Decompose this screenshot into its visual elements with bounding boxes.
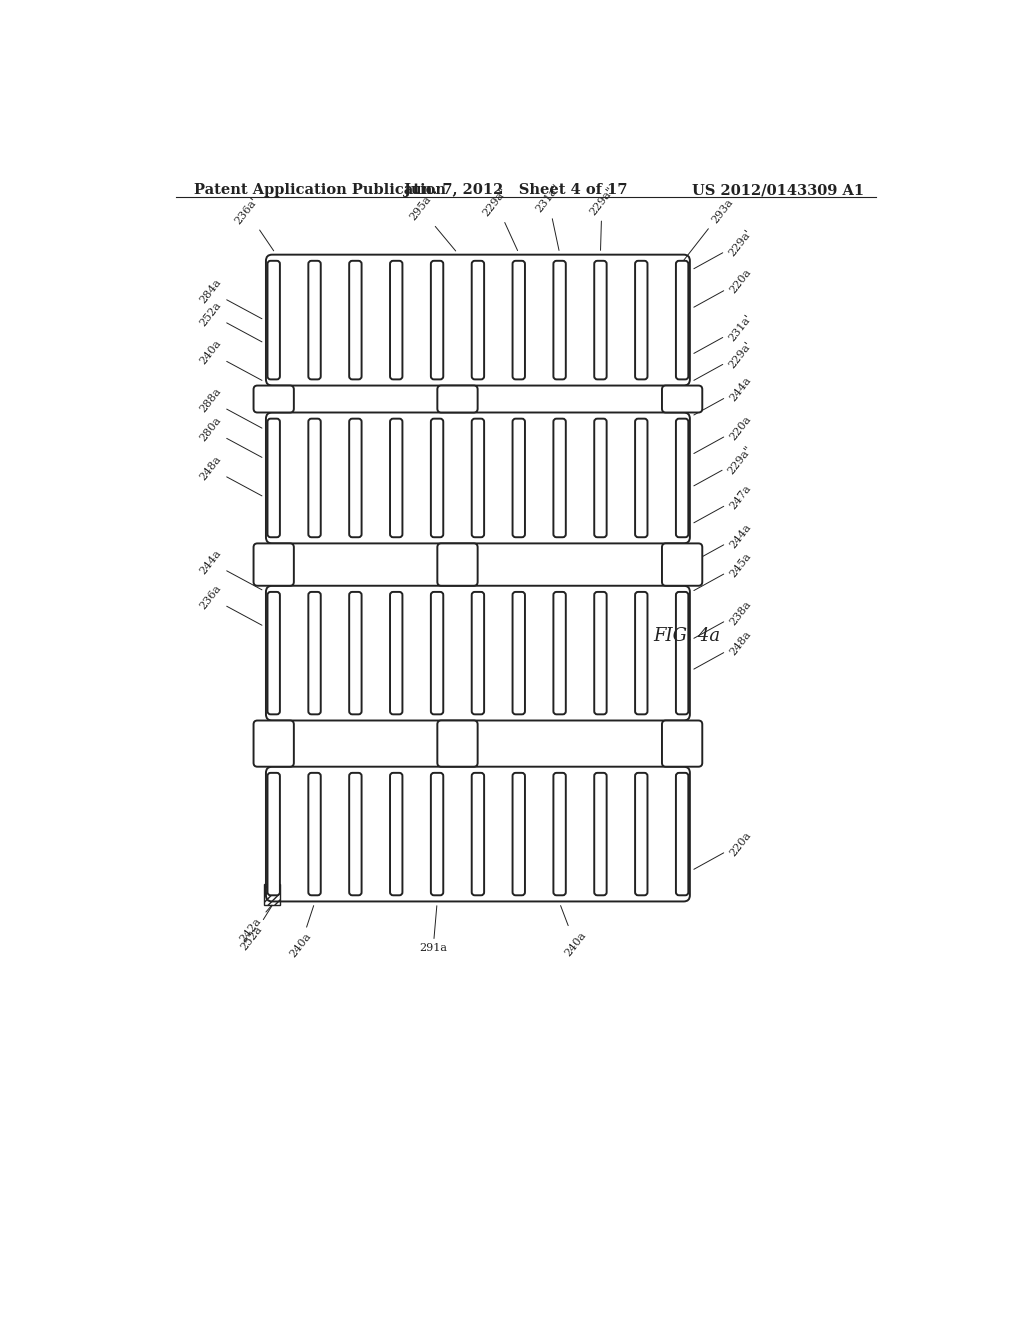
Text: 284a: 284a <box>198 277 262 319</box>
FancyBboxPatch shape <box>676 261 688 379</box>
FancyBboxPatch shape <box>254 721 294 767</box>
FancyBboxPatch shape <box>513 261 525 379</box>
FancyBboxPatch shape <box>594 591 606 714</box>
Text: 252a: 252a <box>198 300 262 342</box>
Text: 244a: 244a <box>694 375 753 414</box>
Text: FIG. 4a: FIG. 4a <box>653 627 721 644</box>
FancyBboxPatch shape <box>553 418 566 537</box>
FancyBboxPatch shape <box>437 385 477 412</box>
Text: 291a: 291a <box>419 906 447 953</box>
Text: 248a: 248a <box>694 630 753 669</box>
FancyBboxPatch shape <box>594 418 606 537</box>
Text: 229a": 229a" <box>588 185 616 251</box>
Text: 240a: 240a <box>198 338 262 380</box>
FancyBboxPatch shape <box>513 591 525 714</box>
FancyBboxPatch shape <box>472 418 484 537</box>
Text: 280a: 280a <box>198 416 262 458</box>
Bar <box>675 722 691 766</box>
FancyBboxPatch shape <box>431 418 443 537</box>
FancyBboxPatch shape <box>594 774 606 895</box>
Text: 240a: 240a <box>288 906 313 960</box>
FancyBboxPatch shape <box>553 774 566 895</box>
FancyBboxPatch shape <box>431 261 443 379</box>
FancyBboxPatch shape <box>431 591 443 714</box>
FancyBboxPatch shape <box>472 261 484 379</box>
Text: 231a': 231a' <box>694 313 754 354</box>
FancyBboxPatch shape <box>553 261 566 379</box>
FancyBboxPatch shape <box>676 591 688 714</box>
Text: 229a': 229a' <box>694 339 754 380</box>
Text: Jun. 7, 2012   Sheet 4 of 17: Jun. 7, 2012 Sheet 4 of 17 <box>403 183 628 197</box>
Text: 229a": 229a" <box>481 186 517 251</box>
FancyBboxPatch shape <box>266 767 690 902</box>
FancyBboxPatch shape <box>308 774 321 895</box>
FancyBboxPatch shape <box>254 544 294 586</box>
FancyBboxPatch shape <box>267 418 280 537</box>
Text: 288a: 288a <box>198 385 262 428</box>
FancyBboxPatch shape <box>267 591 280 714</box>
FancyBboxPatch shape <box>437 544 477 586</box>
Text: 242a: 242a <box>238 906 272 944</box>
Text: 229a': 229a' <box>694 228 754 269</box>
FancyBboxPatch shape <box>635 774 647 895</box>
FancyBboxPatch shape <box>553 591 566 714</box>
FancyBboxPatch shape <box>390 418 402 537</box>
FancyBboxPatch shape <box>349 774 361 895</box>
Text: 295a: 295a <box>408 194 456 251</box>
Text: 231a": 231a" <box>534 182 562 251</box>
Text: Patent Application Publication: Patent Application Publication <box>194 183 445 197</box>
FancyBboxPatch shape <box>431 774 443 895</box>
FancyBboxPatch shape <box>513 418 525 537</box>
Text: 248a: 248a <box>198 454 262 496</box>
Text: 244a: 244a <box>198 548 262 590</box>
Text: 236a: 236a <box>198 583 262 626</box>
FancyBboxPatch shape <box>472 591 484 714</box>
Text: 229a": 229a" <box>694 444 755 486</box>
FancyBboxPatch shape <box>676 418 688 537</box>
Text: 236a': 236a' <box>233 195 273 251</box>
FancyBboxPatch shape <box>594 261 606 379</box>
FancyBboxPatch shape <box>676 774 688 895</box>
FancyBboxPatch shape <box>635 591 647 714</box>
FancyBboxPatch shape <box>308 261 321 379</box>
Text: 238a: 238a <box>694 598 753 639</box>
Text: 252a: 252a <box>240 906 272 952</box>
Text: 247a: 247a <box>694 483 753 523</box>
FancyBboxPatch shape <box>308 591 321 714</box>
FancyBboxPatch shape <box>635 418 647 537</box>
FancyBboxPatch shape <box>662 385 702 412</box>
Text: 245a: 245a <box>694 550 753 590</box>
FancyBboxPatch shape <box>254 385 294 412</box>
Text: 220a: 220a <box>694 268 753 308</box>
Text: 240a: 240a <box>560 906 588 958</box>
FancyBboxPatch shape <box>349 418 361 537</box>
Text: 293a: 293a <box>684 197 735 260</box>
FancyBboxPatch shape <box>267 774 280 895</box>
Text: 220a: 220a <box>694 829 753 870</box>
FancyBboxPatch shape <box>635 261 647 379</box>
FancyBboxPatch shape <box>513 774 525 895</box>
Text: 244a: 244a <box>694 521 753 561</box>
FancyBboxPatch shape <box>662 544 702 586</box>
FancyBboxPatch shape <box>472 774 484 895</box>
Text: 220a: 220a <box>694 413 753 454</box>
FancyBboxPatch shape <box>390 774 402 895</box>
FancyBboxPatch shape <box>390 591 402 714</box>
FancyBboxPatch shape <box>662 721 702 767</box>
FancyBboxPatch shape <box>437 721 477 767</box>
FancyBboxPatch shape <box>266 255 690 385</box>
FancyBboxPatch shape <box>349 261 361 379</box>
FancyBboxPatch shape <box>266 412 690 544</box>
FancyBboxPatch shape <box>266 586 690 721</box>
Text: US 2012/0143309 A1: US 2012/0143309 A1 <box>692 183 864 197</box>
FancyBboxPatch shape <box>390 261 402 379</box>
Bar <box>264 884 280 906</box>
FancyBboxPatch shape <box>308 418 321 537</box>
FancyBboxPatch shape <box>267 261 280 379</box>
FancyBboxPatch shape <box>349 591 361 714</box>
